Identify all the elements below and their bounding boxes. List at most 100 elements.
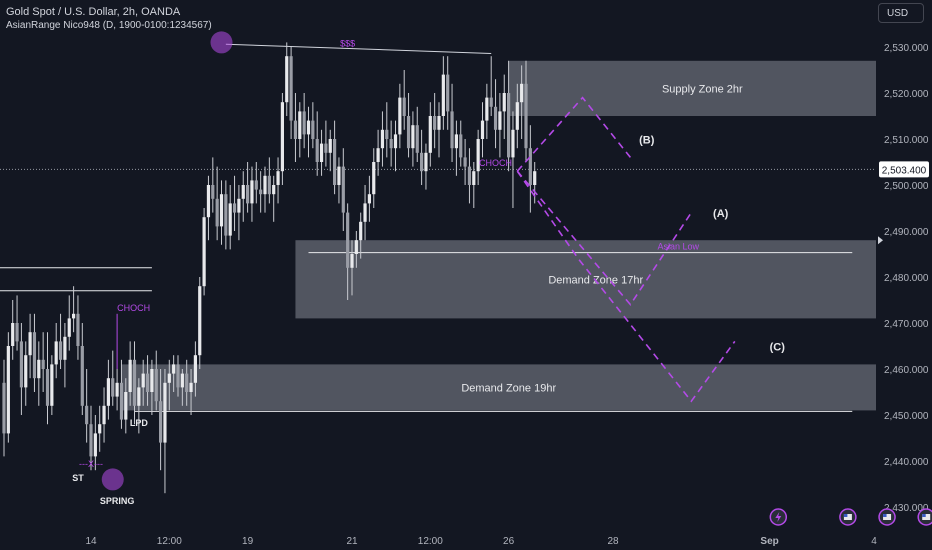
- candle-body: [6, 346, 10, 434]
- zone-rect[interactable]: [508, 60, 876, 116]
- annotation-label: Asian Low: [657, 242, 699, 252]
- x-tick-label: 12:00: [157, 536, 182, 547]
- candle-body: [533, 171, 537, 185]
- candle-body: [267, 175, 271, 195]
- y-tick-label: 2,450.000: [884, 411, 929, 422]
- candle-body: [67, 318, 71, 337]
- candle-body: [45, 369, 50, 406]
- candle-body: [515, 102, 519, 130]
- candle-body: [306, 120, 311, 135]
- candle-body: [363, 203, 367, 222]
- annotation-label: ST: [72, 473, 84, 483]
- x-tick-label: 19: [242, 536, 254, 547]
- candle-body: [411, 125, 415, 149]
- candle-body: [128, 359, 132, 392]
- flag-glyph: [843, 514, 852, 520]
- candle-body: [72, 313, 76, 319]
- candle-body: [219, 194, 224, 227]
- candle-body: [159, 401, 163, 443]
- candle-body: [241, 185, 245, 199]
- candle-body: [132, 359, 137, 406]
- projection-path[interactable]: [516, 96, 632, 172]
- candle-body: [463, 157, 467, 167]
- candle-body: [237, 198, 241, 213]
- candle-body: [420, 152, 424, 172]
- zone-rect[interactable]: [121, 364, 876, 411]
- candle-body: [180, 373, 184, 388]
- projection-path[interactable]: [516, 170, 736, 403]
- zone-rect[interactable]: [295, 240, 876, 319]
- scroll-arrow-icon[interactable]: [878, 236, 883, 245]
- candle-body: [85, 405, 89, 425]
- candle-body: [289, 56, 293, 121]
- candle-body: [115, 382, 119, 397]
- projection-label: (C): [770, 342, 786, 354]
- candle-body: [472, 171, 476, 185]
- projection-path[interactable]: [516, 170, 692, 306]
- candle-body: [485, 97, 489, 121]
- flag-glyph: [883, 514, 892, 520]
- candle-body: [350, 254, 354, 268]
- candle-body: [493, 106, 498, 130]
- candle-body: [119, 382, 124, 420]
- y-tick-label: 2,430.000: [884, 503, 929, 514]
- candle-body: [354, 240, 358, 254]
- candle-body: [389, 139, 393, 149]
- candle-body: [337, 166, 341, 185]
- candle-body: [293, 120, 298, 139]
- candle-body: [324, 143, 328, 153]
- candle-body: [224, 194, 228, 236]
- candle-body: [346, 212, 350, 268]
- candle-body: [398, 97, 402, 135]
- candle-body: [376, 148, 380, 162]
- candle-body: [524, 83, 528, 149]
- candle-body: [206, 185, 211, 218]
- y-tick-label: 2,510.000: [884, 135, 929, 146]
- candle-body: [476, 139, 480, 172]
- liquidity-line[interactable]: [225, 43, 492, 54]
- candle-body: [19, 341, 23, 388]
- candle-body: [102, 405, 106, 425]
- indicator-label[interactable]: AsianRange Nico948 (D, 1900-0100:1234567…: [6, 20, 212, 31]
- candle-body: [302, 111, 306, 135]
- candle-body: [172, 364, 176, 374]
- candle-body: [154, 369, 158, 402]
- candle-body: [333, 139, 337, 185]
- x-tick-label: 14: [85, 536, 97, 547]
- candle-body: [415, 125, 419, 153]
- currency-button[interactable]: USD: [878, 3, 924, 23]
- candle-body: [433, 116, 437, 130]
- candle-body: [467, 166, 472, 185]
- candle-body: [246, 185, 250, 204]
- candle-body: [285, 56, 289, 103]
- annotation-label: SPRING: [100, 496, 135, 506]
- candle-body: [89, 424, 93, 457]
- candle-body: [489, 97, 493, 107]
- candle-body: [446, 74, 450, 112]
- candle-body: [54, 341, 58, 365]
- candle-body: [450, 111, 454, 149]
- candle-body: [15, 323, 19, 342]
- candle-body: [459, 134, 463, 158]
- candle-body: [137, 387, 141, 406]
- candle-body: [167, 373, 171, 383]
- candle-body: [198, 286, 202, 356]
- candle-body: [319, 143, 324, 162]
- candle-body: [32, 332, 37, 379]
- candle-body: [37, 359, 41, 379]
- y-tick-label: 2,530.000: [884, 43, 929, 54]
- candle-body: [98, 424, 102, 434]
- candle-body: [528, 148, 532, 185]
- lightning-glyph: [775, 512, 782, 522]
- annotation-label: CHOCH: [479, 158, 512, 168]
- x-tick-label: 28: [607, 536, 619, 547]
- x-tick-label: 12:00: [418, 536, 443, 547]
- candle-body: [28, 332, 32, 356]
- candle-body: [111, 378, 115, 397]
- candle-body: [311, 120, 315, 139]
- candle-body: [511, 129, 515, 158]
- current-price-tag: [879, 161, 929, 178]
- candle-body: [520, 83, 524, 103]
- candle-body: [2, 382, 6, 434]
